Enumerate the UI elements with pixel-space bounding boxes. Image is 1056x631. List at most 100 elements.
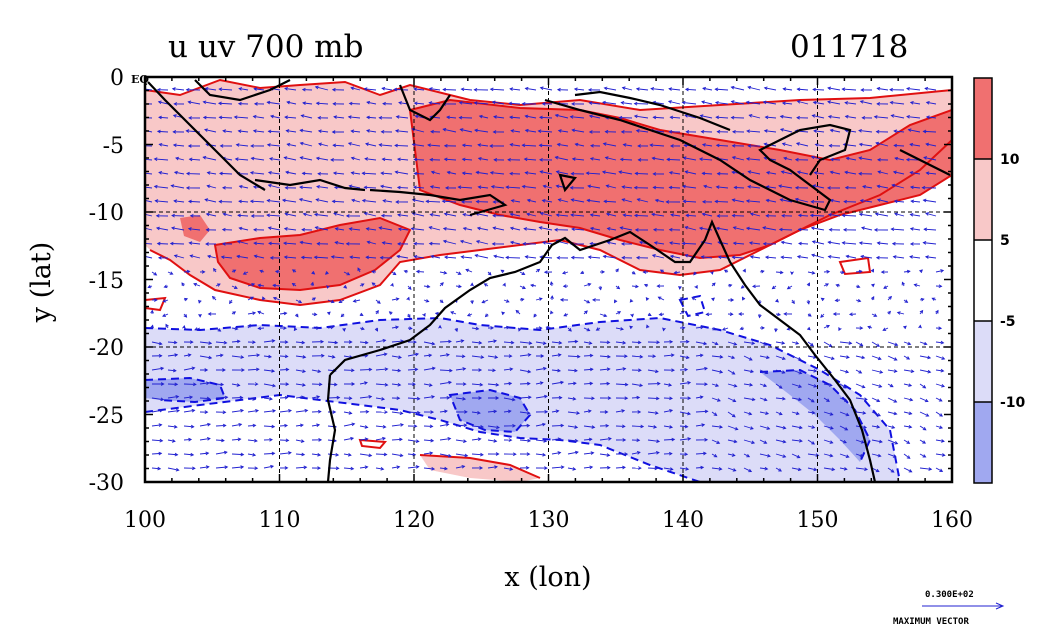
wind-vector-arrowhead: [334, 340, 339, 345]
wind-vector-arrowhead: [527, 353, 532, 357]
wind-vector: [903, 439, 910, 444]
wind-vector: [254, 88, 265, 91]
wind-vector: [527, 199, 537, 203]
wind-vector: [759, 467, 768, 470]
wind-vector-arrowhead: [699, 395, 704, 399]
wind-vector-arrowhead: [461, 464, 466, 469]
wind-vector-arrowhead: [681, 241, 686, 246]
wind-vector: [287, 101, 297, 105]
wind-vector-arrowhead: [192, 466, 196, 471]
wind-vector-arrowhead: [742, 296, 746, 301]
wind-vector: [364, 88, 377, 91]
wind-vector: [775, 383, 783, 389]
wind-vector: [897, 311, 905, 315]
wind-vector-arrowhead: [249, 170, 254, 175]
wind-vector-arrowhead: [668, 451, 673, 456]
wind-vector-arrowhead: [381, 397, 386, 401]
wind-vector-arrowhead: [298, 197, 303, 202]
wind-vector-arrowhead: [313, 255, 318, 260]
wind-vector-arrowhead: [820, 297, 825, 302]
wind-vector-arrowhead: [347, 115, 352, 119]
wind-vector-arrowhead: [430, 170, 435, 175]
wind-vector-arrowhead: [526, 452, 531, 456]
wind-vector: [382, 158, 393, 161]
wind-vector-arrowhead: [797, 467, 802, 472]
wind-vector: [295, 299, 302, 304]
wind-vector-arrowhead: [719, 370, 724, 374]
wind-vector-arrowhead: [782, 425, 787, 430]
wind-vector-arrowhead: [893, 199, 898, 204]
wind-vector-arrowhead: [317, 409, 322, 414]
wind-vector: [875, 142, 889, 147]
wind-vector: [167, 425, 177, 428]
wind-vector-arrowhead: [906, 455, 911, 459]
wind-vector-arrowhead: [556, 142, 561, 147]
wind-vector: [279, 452, 292, 455]
wind-vector: [490, 88, 505, 91]
wind-vector-arrowhead: [378, 143, 383, 147]
wind-vector-arrowhead: [790, 271, 794, 276]
wind-vector: [796, 142, 809, 147]
wind-vector-arrowhead: [443, 212, 448, 216]
wind-vector: [188, 200, 201, 203]
wind-vector-arrowhead: [715, 185, 720, 189]
wind-vector-arrowhead: [544, 466, 548, 470]
wind-vector-arrowhead: [300, 439, 305, 443]
wind-vector-arrowhead: [812, 100, 817, 105]
wind-vector: [395, 171, 409, 175]
wind-vector-arrowhead: [811, 253, 815, 258]
wind-vector-arrowhead: [702, 86, 706, 91]
wind-vector-arrowhead: [791, 300, 795, 305]
wind-vector: [877, 199, 889, 203]
wind-vector: [759, 369, 768, 374]
wind-vector-arrowhead: [542, 184, 547, 189]
wind-vector: [302, 102, 313, 105]
wind-vector-arrowhead: [313, 212, 318, 217]
wind-vector: [343, 453, 351, 456]
wind-vector: [812, 185, 825, 189]
wind-vector: [471, 341, 482, 344]
wind-vector-arrowhead: [416, 410, 421, 415]
wind-vector: [364, 186, 377, 189]
wind-vector-arrowhead: [399, 453, 404, 458]
wind-vector-arrowhead: [380, 467, 385, 471]
wind-vector-arrowhead: [158, 451, 163, 456]
wind-vector-arrowhead: [348, 396, 353, 401]
wind-vector-arrowhead: [173, 424, 178, 429]
wind-vector: [823, 439, 833, 444]
wind-vector-arrowhead: [157, 100, 162, 105]
wind-vector-arrowhead: [267, 183, 272, 188]
wind-vector: [407, 466, 419, 469]
wind-vector-arrowhead: [173, 340, 178, 345]
wind-vector: [430, 186, 441, 189]
wind-vector-arrowhead: [162, 313, 166, 317]
wind-vector-arrowhead: [606, 381, 611, 386]
wind-vector-arrowhead: [891, 425, 896, 429]
wind-vector-arrowhead: [669, 339, 674, 344]
wind-vector: [798, 214, 809, 217]
wind-vector-arrowhead: [509, 212, 514, 217]
wind-vector: [711, 467, 722, 470]
wind-vector: [798, 228, 809, 231]
wind-vector-arrowhead: [236, 339, 241, 344]
y-tick-15: -15: [89, 269, 124, 294]
wind-vector-arrowhead: [461, 171, 466, 176]
wind-vector-arrowhead: [588, 101, 593, 105]
wind-vector: [231, 327, 238, 330]
wind-vector: [807, 355, 817, 359]
wind-vector-arrowhead: [652, 185, 657, 190]
wind-vector: [778, 185, 793, 189]
wind-vector-arrowhead: [923, 341, 928, 346]
wind-vector: [894, 157, 905, 161]
wind-vector-arrowhead: [602, 100, 606, 105]
wind-vector: [583, 410, 591, 413]
wind-vector-arrowhead: [606, 340, 611, 345]
wind-vector: [587, 199, 601, 203]
wind-vector-arrowhead: [399, 411, 404, 415]
wind-vector-arrowhead: [701, 199, 706, 204]
wind-vector-arrowhead: [216, 283, 221, 287]
wind-vector: [839, 341, 852, 344]
wind-vector: [215, 354, 223, 357]
wind-vector-arrowhead: [479, 382, 484, 387]
wind-vector-arrowhead: [542, 241, 546, 245]
